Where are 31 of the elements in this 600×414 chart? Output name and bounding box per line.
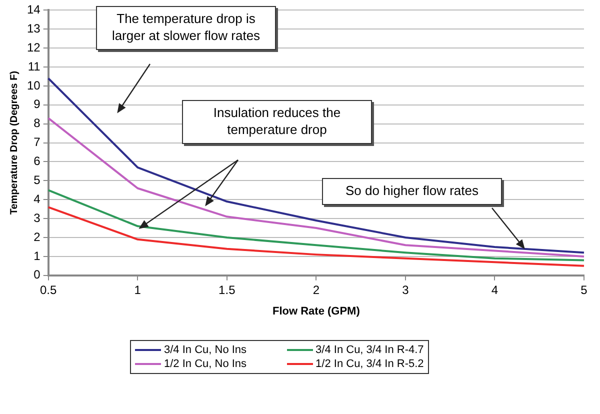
y-tick-label: 14 <box>26 2 41 17</box>
x-axis-title: Flow Rate (GPM) <box>272 305 360 318</box>
y-tick-label: 1 <box>34 248 41 263</box>
x-tick-label: 4 <box>491 282 498 297</box>
y-tick-label: 11 <box>28 59 41 74</box>
x-tick-label: 1.5 <box>218 282 236 297</box>
y-tick-label: 13 <box>26 21 41 36</box>
legend-label: 1/2 In Cu, No Ins <box>164 358 247 370</box>
x-tick-label: 2 <box>312 282 320 297</box>
y-tick-label: 10 <box>26 78 41 92</box>
y-tick-label: 7 <box>34 135 41 150</box>
x-tick-label: 0.5 <box>40 282 58 297</box>
x-tick-label: 1 <box>134 282 142 297</box>
y-tick-label: 9 <box>34 97 41 112</box>
y-axis-title: Temperature Drop (Degrees F) <box>8 70 20 215</box>
x-tick-label: 5 <box>580 282 588 297</box>
x-tick-label: 3 <box>402 282 410 297</box>
y-tick-label: 8 <box>34 116 41 130</box>
callout-box: Insulation reduces the temperature drop <box>182 100 372 144</box>
y-tick-label: 3 <box>34 210 41 225</box>
legend-label: 3/4 In Cu, 3/4 In R-4.7 <box>316 344 424 356</box>
legend-label: 3/4 In Cu, No Ins <box>164 344 247 356</box>
y-tick-label: 4 <box>34 192 41 206</box>
callout-box: So do higher flow rates <box>322 178 502 205</box>
y-tick-label: 0 <box>34 268 41 282</box>
y-tick-label: 6 <box>34 154 41 168</box>
legend-label: 1/2 In Cu, 3/4 In R-5.2 <box>316 358 424 370</box>
y-tick-label: 12 <box>26 40 41 54</box>
y-tick-label: 2 <box>34 230 41 244</box>
callout-box: The temperature drop is larger at slower flow rates <box>96 6 276 50</box>
y-tick-label: 5 <box>34 173 41 187</box>
